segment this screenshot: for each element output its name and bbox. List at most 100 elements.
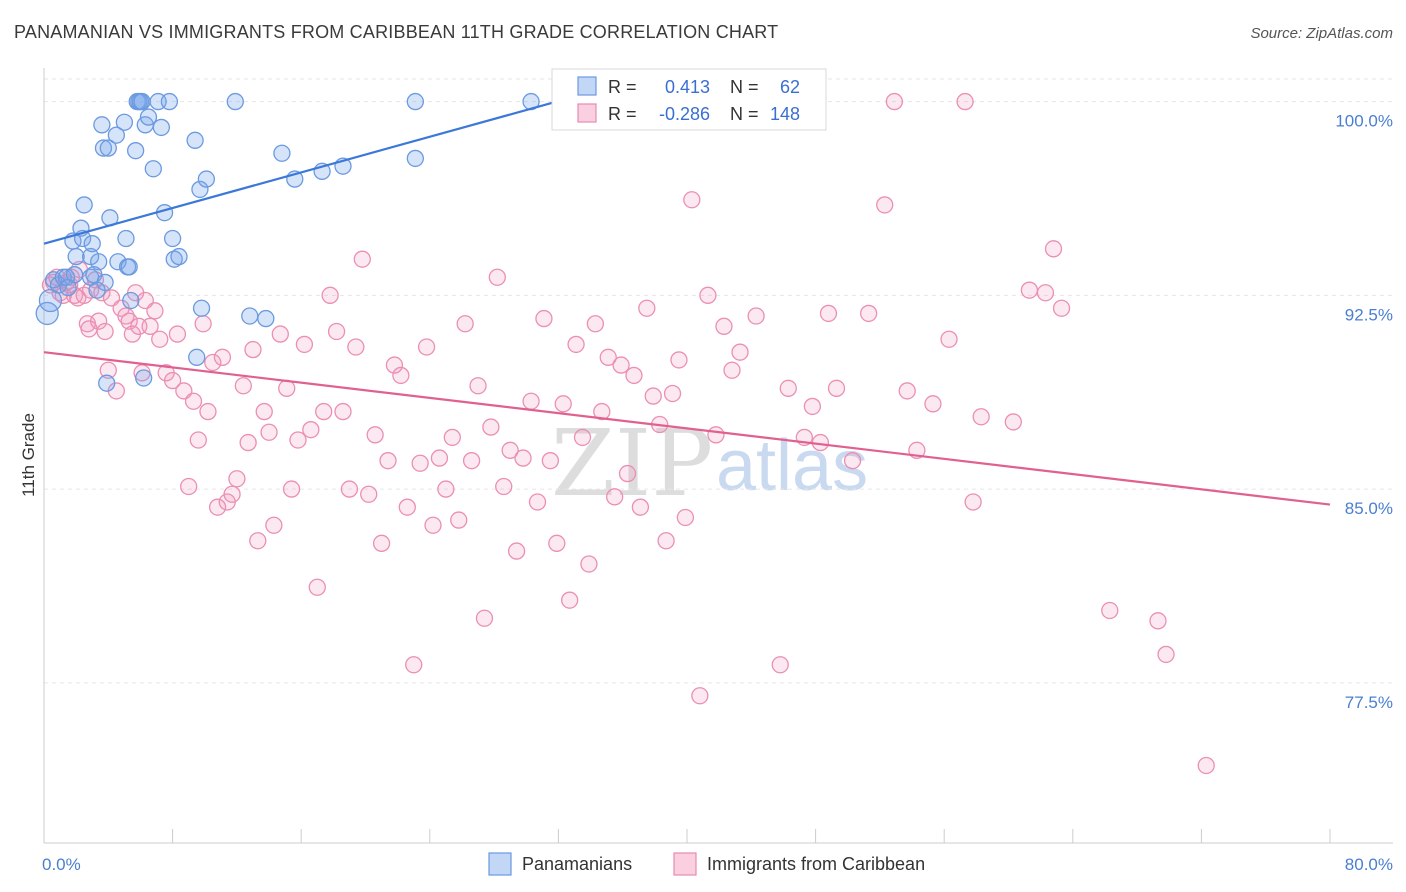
point-immigrants-from-caribbean (507, 542, 526, 560)
point-immigrants-from-caribbean (302, 421, 320, 439)
point-immigrants-from-caribbean (573, 428, 592, 447)
point-immigrants-from-caribbean (117, 307, 135, 325)
point-panamanians (109, 253, 127, 271)
y-axis-label: 11th Grade (19, 413, 38, 497)
point-immigrants-from-caribbean (1157, 645, 1175, 664)
point-immigrants-from-caribbean (315, 402, 333, 421)
point-immigrants-from-caribbean (541, 452, 560, 470)
point-immigrants-from-caribbean (747, 307, 765, 325)
point-immigrants-from-caribbean (501, 441, 519, 459)
point-immigrants-from-caribbean (430, 449, 449, 467)
point-panamanians (257, 309, 275, 328)
point-immigrants-from-caribbean (99, 361, 117, 379)
point-immigrants-from-caribbean (223, 485, 241, 503)
point-immigrants-from-caribbean (163, 371, 182, 390)
point-immigrants-from-caribbean (308, 578, 326, 596)
point-immigrants-from-caribbean (398, 498, 416, 516)
point-immigrants-from-caribbean (699, 286, 717, 304)
point-immigrants-from-caribbean (96, 322, 114, 341)
point-immigrants-from-caribbean (567, 335, 585, 354)
point-immigrants-from-caribbean (372, 534, 391, 552)
point-panamanians (65, 266, 84, 284)
point-immigrants-from-caribbean (180, 477, 198, 496)
point-immigrants-from-caribbean (1149, 612, 1167, 630)
point-panamanians (115, 113, 134, 131)
point-panamanians (44, 271, 63, 289)
point-immigrants-from-caribbean (482, 418, 500, 436)
point-immigrants-from-caribbean (475, 609, 494, 627)
x-tick-label: 80.0% (1345, 855, 1393, 874)
point-immigrants-from-caribbean (676, 508, 695, 527)
legend-item-immigrants-from-caribbean[interactable]: Immigrants from Caribbean (673, 852, 925, 876)
stats-n-value-blue: 62 (780, 77, 800, 97)
point-panamanians (191, 180, 209, 199)
stats-swatch-pink (577, 103, 597, 123)
point-immigrants-from-caribbean (417, 338, 436, 356)
point-immigrants-from-caribbean (340, 480, 359, 498)
series-panamanians (35, 92, 735, 392)
point-immigrants-from-caribbean (779, 379, 797, 397)
point-immigrants-from-caribbean (456, 315, 474, 333)
point-immigrants-from-caribbean (843, 452, 862, 470)
stats-box-frame (551, 68, 827, 131)
point-immigrants-from-caribbean (898, 382, 916, 400)
point-immigrants-from-caribbean (1020, 281, 1039, 299)
point-immigrants-from-caribbean (249, 532, 267, 550)
point-immigrants-from-caribbean (146, 302, 164, 320)
point-panamanians (170, 247, 188, 266)
point-immigrants-from-caribbean (495, 477, 513, 496)
point-immigrants-from-caribbean (194, 315, 212, 333)
point-panamanians (99, 139, 117, 157)
point-immigrants-from-caribbean (265, 516, 283, 534)
axes (43, 68, 1393, 844)
stats-r-value-blue: 0.413 (665, 77, 710, 97)
series-immigrants-from-caribbean (41, 92, 1215, 775)
point-immigrants-from-caribbean (278, 379, 296, 397)
point-immigrants-from-caribbean (554, 395, 572, 413)
point-immigrants-from-caribbean (366, 426, 384, 444)
stats-n-value-pink: 148 (770, 104, 800, 124)
point-panamanians (165, 250, 183, 268)
point-immigrants-from-caribbean (548, 534, 566, 552)
point-immigrants-from-caribbean (618, 464, 637, 483)
point-immigrants-from-caribbean (819, 304, 838, 323)
point-panamanians (96, 273, 114, 292)
point-immigrants-from-caribbean (876, 196, 894, 214)
point-panamanians (98, 374, 116, 392)
y-tick-label: 85.0% (1345, 499, 1393, 518)
point-immigrants-from-caribbean (90, 312, 108, 330)
point-panamanians (273, 144, 291, 162)
point-panamanians (160, 92, 179, 111)
point-immigrants-from-caribbean (255, 402, 273, 421)
point-immigrants-from-caribbean (244, 340, 262, 359)
point-immigrants-from-caribbean (321, 286, 339, 304)
watermark: ZIP atlas (551, 410, 868, 517)
point-immigrants-from-caribbean (606, 488, 624, 506)
point-immigrants-from-caribbean (707, 426, 725, 444)
point-immigrants-from-caribbean (392, 366, 410, 385)
point-immigrants-from-caribbean (289, 431, 307, 449)
point-immigrants-from-caribbean (1044, 240, 1063, 258)
point-immigrants-from-caribbean (239, 433, 257, 452)
x-tick-labels: 0.0% 80.0% (42, 855, 1393, 874)
point-immigrants-from-caribbean (670, 351, 688, 369)
point-immigrants-from-caribbean (469, 377, 487, 395)
point-panamanians (94, 139, 113, 157)
point-panamanians (406, 149, 424, 168)
point-immigrants-from-caribbean (443, 428, 461, 447)
legend-item-panamanians[interactable]: Panamanians (488, 852, 632, 876)
point-immigrants-from-caribbean (234, 377, 252, 395)
chart-source: Source: ZipAtlas.com (1250, 25, 1393, 42)
point-immigrants-from-caribbean (327, 322, 346, 341)
stats-n-label-blue: N = (730, 77, 759, 97)
point-immigrants-from-caribbean (168, 325, 187, 343)
watermark-atlas: atlas (716, 426, 868, 506)
point-immigrants-from-caribbean (803, 397, 822, 416)
point-immigrants-from-caribbean (522, 392, 540, 410)
point-immigrants-from-caribbean (964, 493, 982, 511)
point-immigrants-from-caribbean (731, 343, 749, 361)
point-immigrants-from-caribbean (282, 480, 301, 498)
point-immigrants-from-caribbean (405, 656, 423, 674)
point-immigrants-from-caribbean (599, 348, 617, 366)
